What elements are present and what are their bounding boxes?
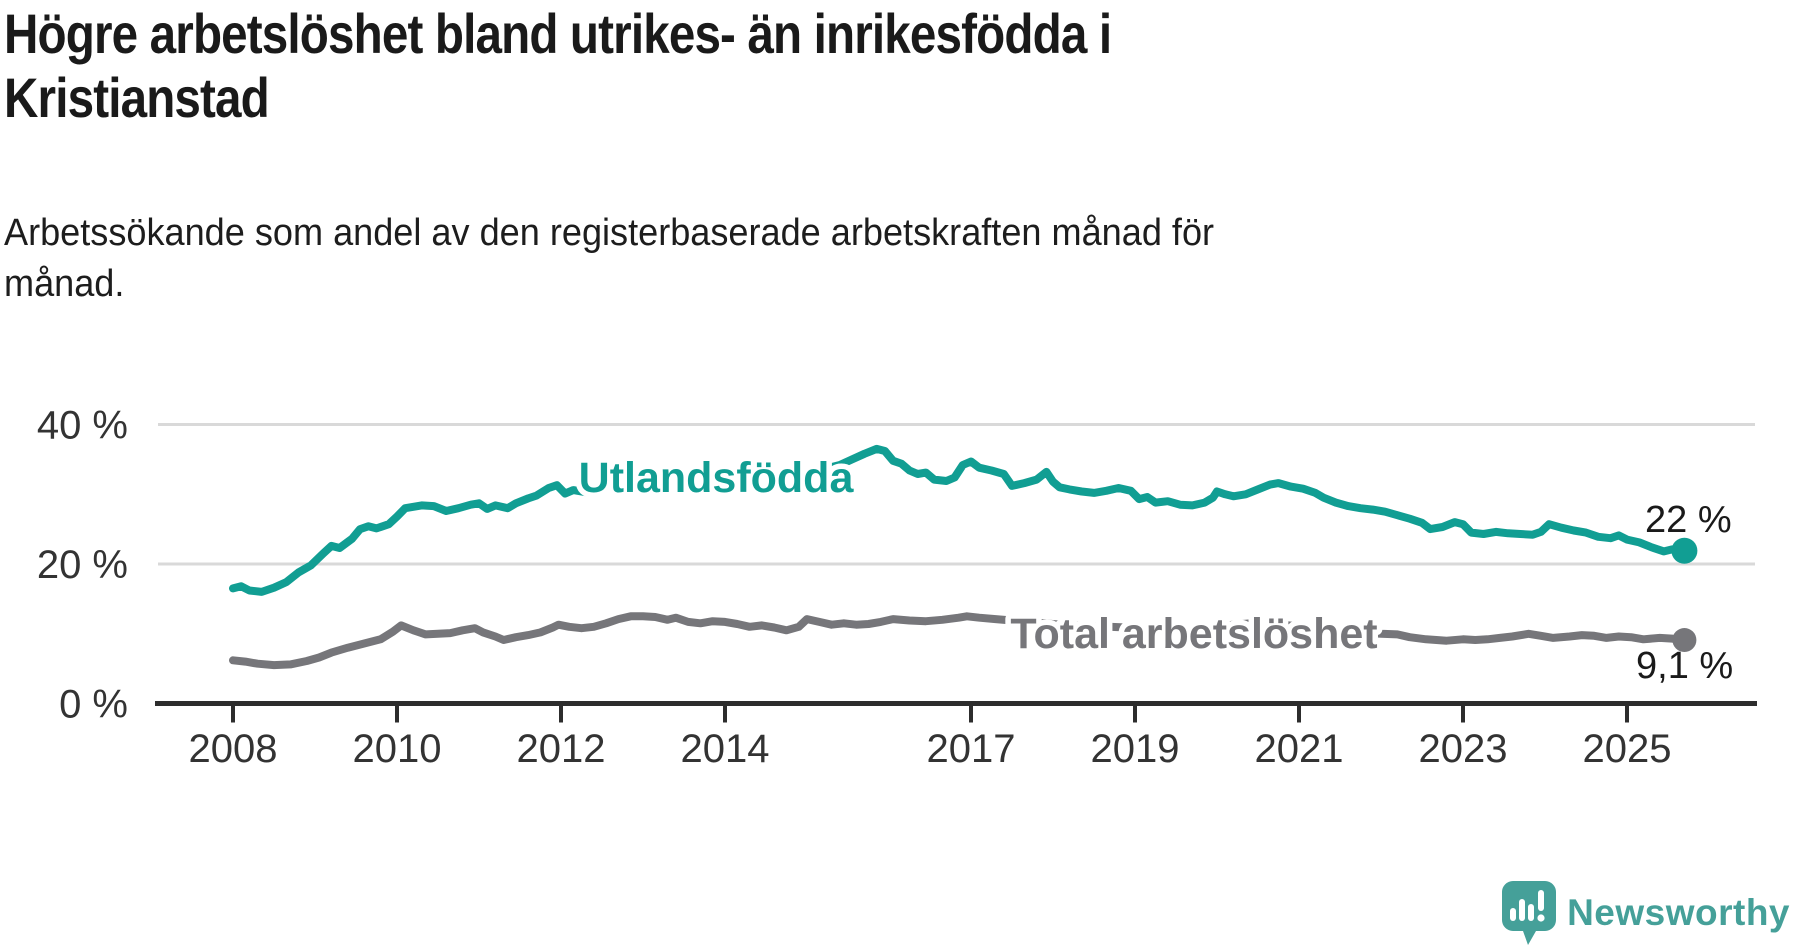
x-axis-label-2014: 2014	[681, 727, 770, 771]
series-label-utlandsf-dda: Utlandsfödda	[579, 454, 855, 502]
value-label-total-arbetsl-shet: 9,1 %	[1636, 645, 1733, 687]
newsworthy-logo: Newsworthy	[1499, 878, 1790, 948]
title-line-1: Högre arbetslöshet bland utrikes- än inr…	[4, 2, 1112, 65]
x-axis-label-2012: 2012	[517, 727, 606, 771]
subtitle-line-1: Arbetssökande som andel av den registerb…	[4, 212, 1215, 254]
series-end-dot-total-arbetsl-shet	[1672, 628, 1697, 653]
series-end-dot-utlandsf-dda	[1671, 537, 1698, 564]
y-axis-label-40: 40 %	[37, 404, 128, 448]
subtitle-line-2: månad.	[4, 263, 125, 305]
y-axis-label-0: 0 %	[59, 683, 128, 727]
x-axis-label-2010: 2010	[353, 727, 442, 771]
x-axis-label-2019: 2019	[1091, 727, 1180, 771]
chart-subtitle: Arbetssökande som andel av den registerb…	[4, 208, 1486, 310]
x-axis-label-2023: 2023	[1419, 727, 1508, 771]
bar-1	[1510, 908, 1517, 921]
exclamation-stem	[1538, 890, 1545, 911]
y-axis-label-20: 20 %	[37, 543, 128, 587]
value-label-utlandsf-dda: 22 %	[1645, 499, 1732, 541]
newsworthy-logo-text: Newsworthy	[1567, 892, 1790, 933]
exclamation-dot	[1537, 914, 1545, 922]
x-axis-label-2025: 2025	[1583, 727, 1672, 771]
page-title: Högre arbetslöshet bland utrikes- än inr…	[4, 2, 1449, 130]
series-line-utlandsf-dda	[229, 444, 1689, 596]
bar-2	[1519, 899, 1526, 921]
newsworthy-logo-icon	[1502, 881, 1557, 945]
series-line-total-arbetsl-shet	[229, 612, 1689, 670]
x-axis-label-2017: 2017	[927, 727, 1016, 771]
title-line-2: Kristianstad	[4, 66, 270, 129]
x-axis-label-2021: 2021	[1255, 727, 1344, 771]
series-label-total-arbetsl-shet: Total arbetslöshet	[1010, 610, 1377, 658]
x-axis-label-2008: 2008	[189, 727, 278, 771]
bar-3	[1528, 904, 1535, 921]
